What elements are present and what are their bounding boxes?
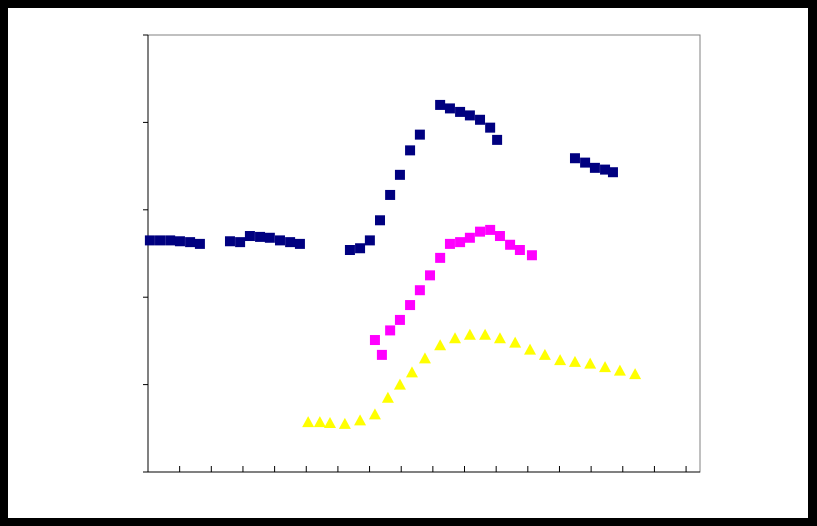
point: [405, 145, 416, 156]
point: [464, 110, 475, 121]
point: [294, 238, 305, 249]
point: [394, 169, 405, 180]
point: [485, 122, 496, 133]
point: [224, 236, 235, 247]
point: [385, 325, 396, 336]
point: [434, 339, 447, 351]
point: [475, 114, 486, 125]
point: [449, 332, 462, 344]
point: [418, 352, 431, 364]
point: [607, 167, 618, 178]
point: [393, 378, 406, 390]
point: [493, 332, 506, 344]
point: [464, 232, 475, 243]
point: [355, 243, 366, 254]
point: [338, 417, 351, 429]
point: [538, 348, 551, 360]
point: [368, 408, 381, 420]
point: [255, 231, 266, 242]
point: [405, 366, 418, 378]
point: [526, 250, 537, 261]
point: [174, 236, 185, 247]
point: [494, 231, 505, 242]
chart-area: [8, 8, 808, 518]
point: [369, 335, 380, 346]
point: [569, 153, 580, 164]
point: [492, 134, 503, 145]
point: [385, 189, 396, 200]
point: [435, 99, 446, 110]
point: [244, 231, 255, 242]
point: [584, 357, 597, 369]
point: [455, 106, 466, 117]
point: [479, 328, 492, 340]
point: [444, 103, 455, 114]
point: [463, 328, 476, 340]
point: [155, 235, 166, 246]
point: [589, 162, 600, 173]
point: [505, 239, 516, 250]
point: [514, 245, 525, 256]
point: [455, 237, 466, 248]
point: [285, 237, 296, 248]
point: [375, 215, 386, 226]
point: [414, 129, 425, 140]
point: [554, 354, 567, 366]
point: [509, 336, 522, 348]
point: [394, 314, 405, 325]
point: [313, 416, 326, 428]
point: [629, 368, 642, 380]
point: [485, 224, 496, 235]
point: [354, 414, 367, 426]
point: [405, 300, 416, 311]
point: [435, 252, 446, 263]
point: [524, 343, 537, 355]
point: [381, 391, 394, 403]
point: [414, 285, 425, 296]
point: [264, 232, 275, 243]
point: [580, 157, 591, 168]
point: [600, 164, 611, 175]
point: [194, 238, 205, 249]
point: [444, 238, 455, 249]
point: [165, 235, 176, 246]
point: [364, 235, 375, 246]
point: [613, 364, 626, 376]
point: [302, 416, 315, 428]
point: [185, 237, 196, 248]
point: [475, 226, 486, 237]
point: [344, 245, 355, 256]
point: [376, 349, 387, 360]
point: [599, 361, 612, 373]
point: [425, 270, 436, 281]
point: [568, 355, 581, 367]
point: [323, 417, 336, 429]
point: [144, 235, 155, 246]
point: [235, 237, 246, 248]
point: [274, 235, 285, 246]
